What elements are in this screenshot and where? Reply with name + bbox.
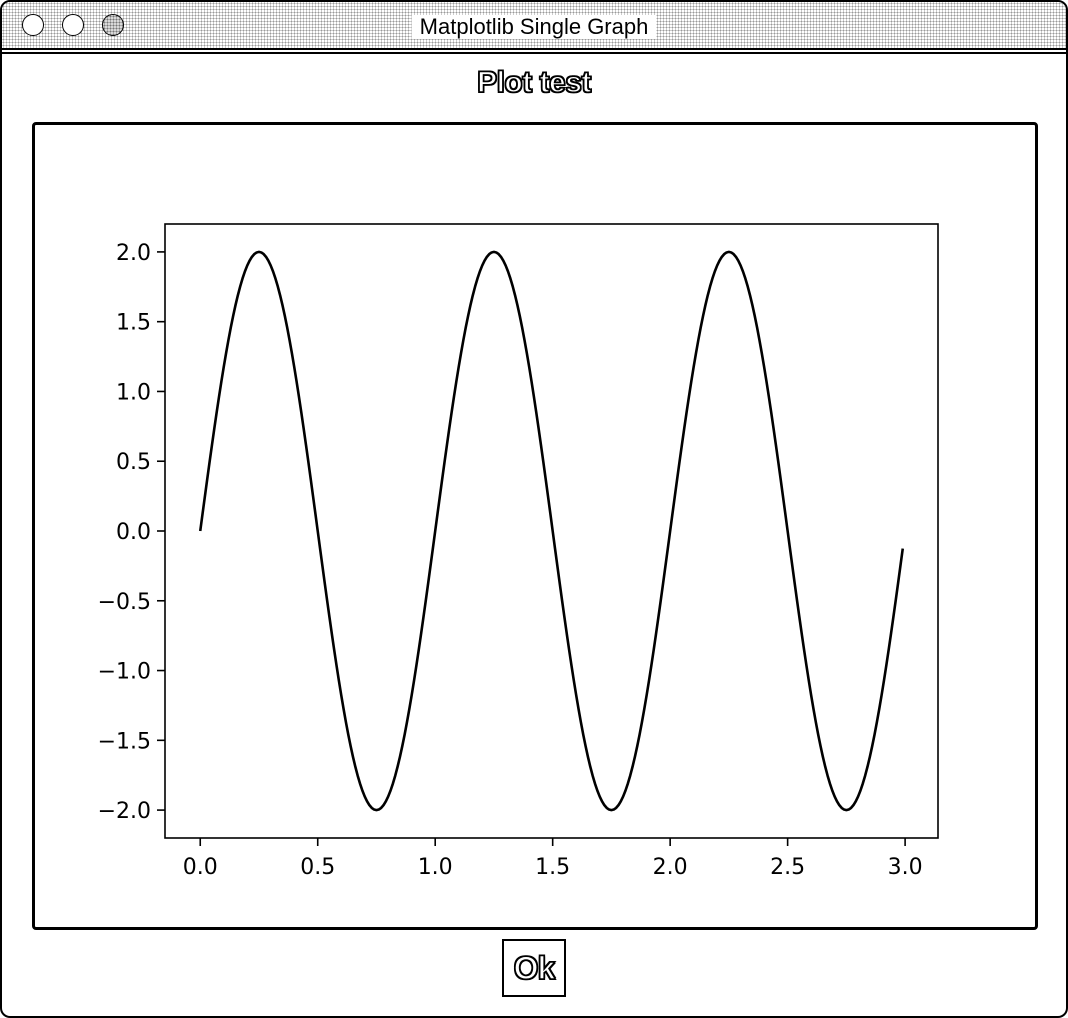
ok-button-label: Ok	[513, 949, 556, 987]
zoom-window-button[interactable]	[102, 14, 124, 36]
series-line	[198, 250, 905, 812]
title-bar[interactable]: Matplotlib Single Graph	[2, 2, 1066, 54]
plot-frame: 0.0 0.5 1.0 1.5 2.0 2.5 3.0 2.0 1.5 1.0 0.5 0.0 −0.5…	[32, 122, 1038, 930]
y-tick-label: −1.0	[98, 660, 151, 685]
x-tick-label: 2.0	[653, 855, 688, 880]
y-tick-label: 1.5	[116, 311, 151, 336]
dialog-heading: Plot test	[476, 65, 592, 100]
y-tick-label: 0.5	[116, 450, 151, 475]
x-tick-label: 1.0	[418, 855, 453, 880]
ok-button[interactable]: Ok	[502, 939, 566, 997]
y-tick-label: 2.0	[116, 241, 151, 266]
minimize-window-button[interactable]	[62, 14, 84, 36]
y-tick-label: −2.0	[98, 799, 151, 824]
line-chart: 0.0 0.5 1.0 1.5 2.0 2.5 3.0 2.0 1.5 1.0 0.5 0.0 −0.5…	[98, 223, 939, 880]
y-tick-label: 1.0	[116, 380, 151, 405]
x-tick-label: 3.0	[888, 855, 923, 880]
x-tick-label: 1.5	[535, 855, 570, 880]
window-title: Matplotlib Single Graph	[411, 15, 657, 39]
x-tick-label: 0.5	[300, 855, 335, 880]
y-tick-label: −1.5	[98, 729, 151, 754]
y-tick-label: −0.5	[98, 590, 151, 615]
x-tick-label: 0.0	[183, 855, 218, 880]
y-tick-label: 0.0	[116, 520, 151, 545]
close-window-button[interactable]	[22, 14, 44, 36]
x-tick-label: 2.5	[770, 855, 805, 880]
